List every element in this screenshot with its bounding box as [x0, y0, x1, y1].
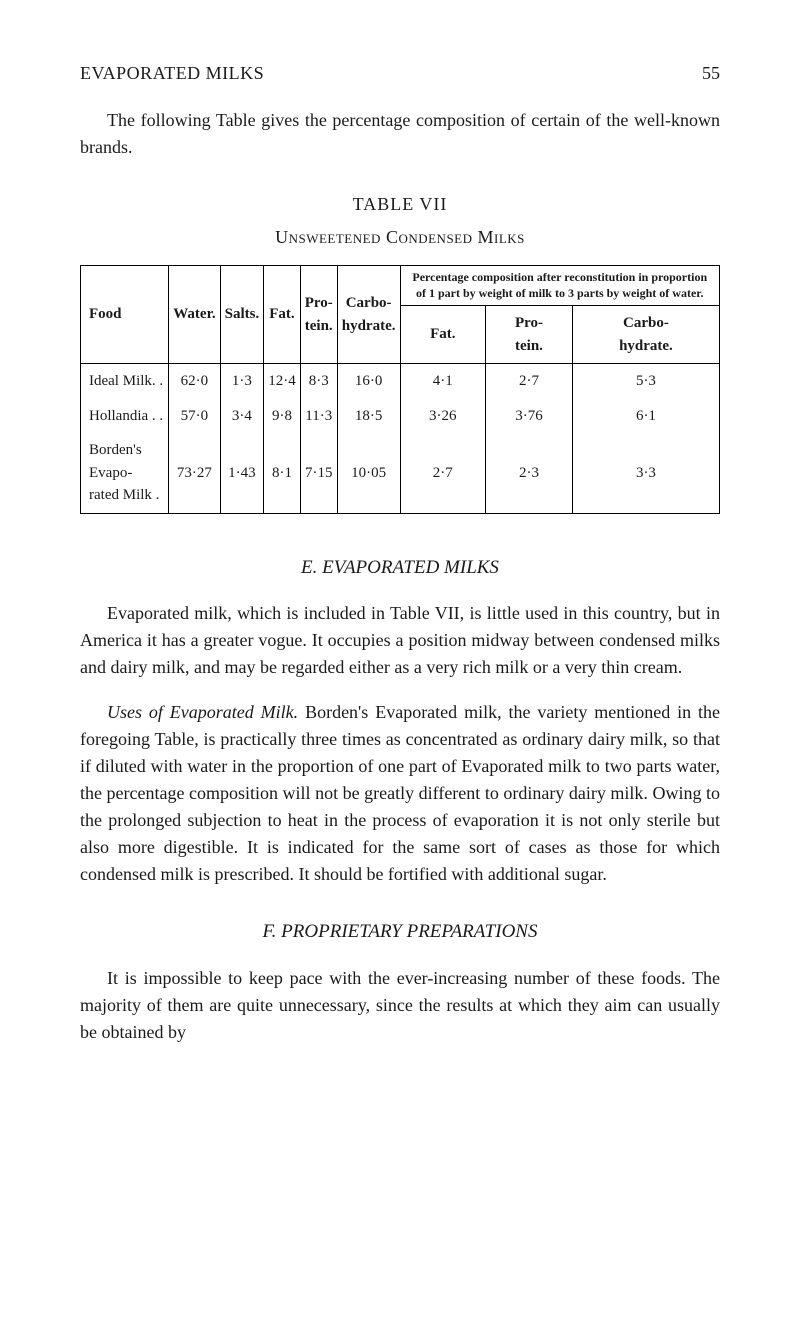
para2-rest: Borden's Evaporated milk, the variety me…: [80, 702, 720, 884]
cell-water: 73·27: [169, 433, 220, 513]
cell-rfat: 4·1: [400, 364, 486, 399]
subcol-carb: Carbo- hydrate.: [572, 306, 719, 364]
subcol-fat: Fat.: [400, 306, 486, 364]
section-e-para1: Evaporated milk, which is included in Ta…: [80, 600, 720, 681]
cell-food: Borden's Evapo- rated Milk .: [81, 433, 169, 513]
cell-rfat: 3·26: [400, 399, 486, 434]
cell-salts: 1·3: [220, 364, 264, 399]
cell-salts: 1·43: [220, 433, 264, 513]
section-e-para2: Uses of Evaporated Milk. Borden's Evapor…: [80, 699, 720, 888]
table-row: Borden's Evapo- rated Milk . 73·27 1·43 …: [81, 433, 720, 513]
table-row: Ideal Milk. . 62·0 1·3 12·4 8·3 16·0 4·1…: [81, 364, 720, 399]
composition-table: Food Water. Salts. Fat. Pro- tein. Carbo…: [80, 265, 720, 514]
section-f-heading: F. PROPRIETARY PREPARATIONS: [80, 918, 720, 947]
cell-food: Hollandia . .: [81, 399, 169, 434]
col-protein: Pro- tein.: [300, 266, 337, 364]
cell-food: Ideal Milk. .: [81, 364, 169, 399]
cell-rprotein: 2·3: [486, 433, 573, 513]
para2-lead-italic: Uses of Evaporated Milk.: [107, 702, 298, 722]
intro-paragraph: The following Table gives the percentage…: [80, 107, 720, 161]
table-subtitle: Unsweetened Condensed Milks: [80, 224, 720, 251]
page-number: 55: [702, 60, 720, 87]
cell-rcarb: 6·1: [572, 399, 719, 434]
cell-carb: 10·05: [337, 433, 400, 513]
cell-rcarb: 5·3: [572, 364, 719, 399]
col-fat: Fat.: [264, 266, 301, 364]
cell-protein: 7·15: [300, 433, 337, 513]
cell-fat: 12·4: [264, 364, 301, 399]
cell-protein: 11·3: [300, 399, 337, 434]
cell-protein: 8·3: [300, 364, 337, 399]
col-food: Food: [81, 266, 169, 364]
cell-rprotein: 3·76: [486, 399, 573, 434]
cell-salts: 3·4: [220, 399, 264, 434]
cell-rfat: 2·7: [400, 433, 486, 513]
subcol-protein: Pro- tein.: [486, 306, 573, 364]
running-head: EVAPORATED MILKS: [80, 60, 264, 87]
page-header: EVAPORATED MILKS 55: [80, 60, 720, 87]
cell-water: 62·0: [169, 364, 220, 399]
cell-carb: 18·5: [337, 399, 400, 434]
section-f-para1: It is impossible to keep pace with the e…: [80, 965, 720, 1046]
cell-rprotein: 2·7: [486, 364, 573, 399]
col-group-note: Percentage composition after reconstitut…: [400, 266, 720, 306]
table-row: Hollandia . . 57·0 3·4 9·8 11·3 18·5 3·2…: [81, 399, 720, 434]
col-salts: Salts.: [220, 266, 264, 364]
cell-fat: 9·8: [264, 399, 301, 434]
col-carb: Carbo- hydrate.: [337, 266, 400, 364]
cell-water: 57·0: [169, 399, 220, 434]
section-e-heading: E. EVAPORATED MILKS: [80, 554, 720, 583]
cell-carb: 16·0: [337, 364, 400, 399]
cell-fat: 8·1: [264, 433, 301, 513]
col-water: Water.: [169, 266, 220, 364]
cell-rcarb: 3·3: [572, 433, 719, 513]
table-caption: TABLE VII: [80, 191, 720, 218]
